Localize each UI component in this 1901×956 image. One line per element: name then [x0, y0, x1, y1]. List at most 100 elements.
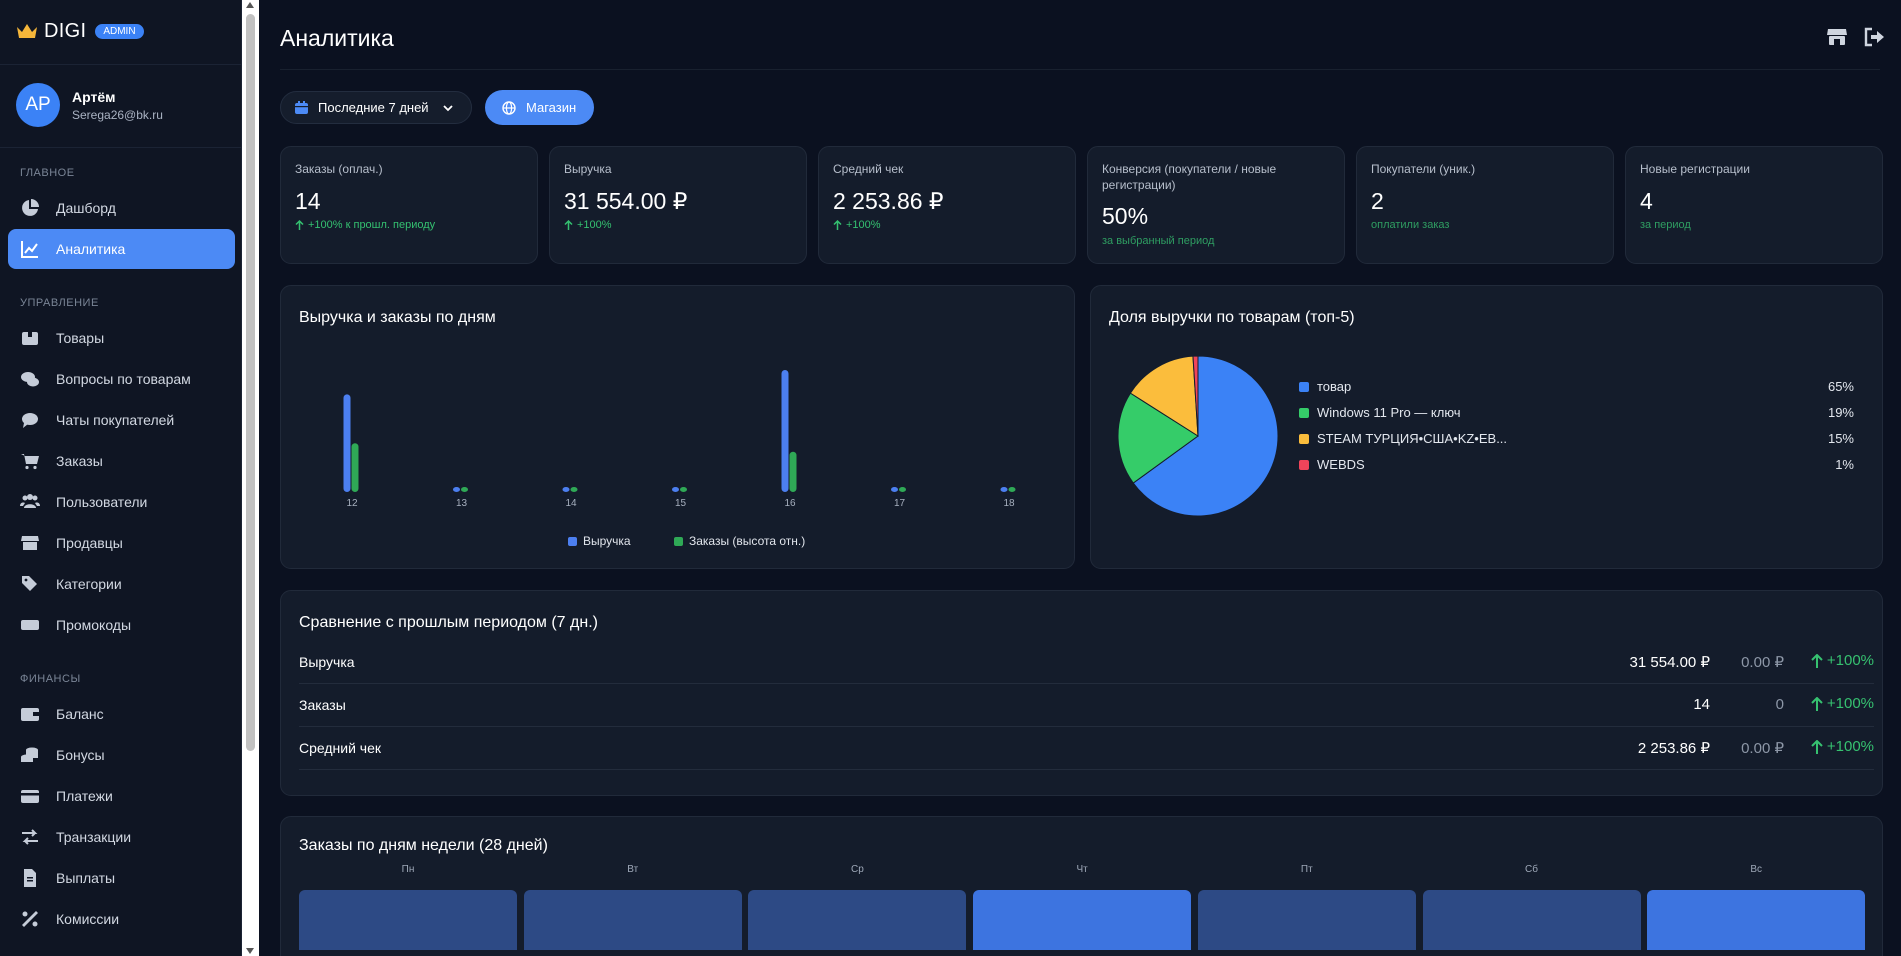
sidebar-item-customer-chats[interactable]: Чаты покупателей [8, 400, 235, 440]
bar-orders[interactable] [570, 487, 578, 492]
sidebar-item-promocodes[interactable]: Промокоды [8, 605, 235, 645]
pie-slice[interactable] [1192, 355, 1199, 437]
sidebar-item-product-questions[interactable]: Вопросы по товарам [8, 359, 235, 399]
pie-legend-item[interactable]: STEAM ТУРЦИЯ•США•KZ•ЕВ... 15% [1299, 431, 1854, 447]
admin-badge: ADMIN [95, 23, 144, 39]
kpi-value: 14 [295, 188, 321, 214]
kpi-label: Заказы (оплач.) [295, 162, 383, 176]
bar-revenue[interactable] [453, 487, 460, 492]
bar-orders[interactable] [1008, 487, 1016, 492]
sidebar-item-label: Вопросы по товарам [56, 371, 191, 387]
wallet-icon [21, 708, 39, 721]
ticket-icon [21, 620, 39, 630]
weekday-label: Вт [627, 864, 639, 875]
sidebar-item-commissions[interactable]: Комиссии [8, 899, 235, 939]
arrow-up-icon [833, 220, 842, 230]
legend-percent: 65% [1827, 379, 1854, 394]
weekday-bar[interactable] [1422, 890, 1641, 950]
bar-revenue[interactable] [1000, 487, 1008, 492]
store-icon[interactable] [1826, 26, 1848, 48]
sidebar-item-label: Товары [56, 330, 105, 346]
sidebar-item-label: Промокоды [56, 617, 132, 633]
shop-button[interactable]: Магазин [485, 90, 594, 125]
bar-revenue[interactable] [343, 394, 351, 492]
legend-revenue[interactable]: Выручка [568, 534, 631, 548]
pie-legend-item[interactable]: Windows 11 Pro — ключ 19% [1299, 405, 1854, 421]
sidebar-item-payouts[interactable]: Выплаты [8, 858, 235, 898]
sidebar-item-transactions[interactable]: Транзакции [8, 817, 235, 857]
bar-revenue[interactable] [672, 487, 679, 492]
weekday-bar[interactable] [748, 890, 967, 950]
bar-orders[interactable] [899, 487, 906, 492]
weekday-bar[interactable] [1197, 890, 1416, 950]
chart-title: Выручка и заказы по дням [299, 309, 496, 326]
sidebar-item-sellers[interactable]: Продавцы [8, 523, 235, 563]
comparison-change-text: +100% [1826, 695, 1874, 712]
sidebar-item-label: Чаты покупателей [56, 412, 175, 428]
comparison-card: Сравнение с прошлым периодом (7 дн.) Выр… [280, 590, 1883, 796]
x-tick-label: 18 [1003, 498, 1015, 509]
sidebar-scrollbar[interactable] [242, 0, 259, 956]
legend-orders[interactable]: Заказы (высота отн.) [674, 534, 805, 548]
weekday-bar[interactable] [523, 890, 742, 950]
bar-orders[interactable] [680, 487, 687, 492]
comparison-row: Заказы 14 0 +100% [299, 684, 1874, 727]
weekday-bar[interactable] [973, 890, 1192, 950]
arrow-up-icon [1811, 739, 1823, 754]
bar-orders[interactable] [789, 451, 797, 492]
comparison-change: +100% [1811, 695, 1874, 712]
bar-revenue[interactable] [891, 487, 898, 492]
header-divider [280, 69, 1880, 70]
sidebar-item-label: Платежи [56, 788, 113, 804]
sidebar-item-orders[interactable]: Заказы [8, 441, 235, 481]
weekday-label: Ср [850, 864, 864, 875]
globe-icon [502, 100, 516, 115]
pie-slice[interactable] [1132, 355, 1279, 517]
chart-title: Доля выручки по товарам (топ-5) [1109, 309, 1355, 326]
sidebar-item-balance[interactable]: Баланс [8, 694, 235, 734]
pie-slice[interactable] [1129, 355, 1199, 437]
revenue-orders-chart-card: Выручка и заказы по дням 12 13 14 15 16 17 18 … [280, 285, 1075, 569]
bar-revenue[interactable] [781, 370, 789, 492]
sidebar-item-payments[interactable]: Платежи [8, 776, 235, 816]
sidebar-item-categories[interactable]: Категории [8, 564, 235, 604]
scroll-up-arrow[interactable] [246, 2, 254, 8]
brand[interactable]: DIGI ADMIN [16, 20, 144, 42]
comparison-current: 14 [1693, 696, 1710, 713]
user-profile[interactable]: AP Артём Serega26@bk.ru [16, 83, 163, 127]
legend-swatch [1299, 434, 1309, 444]
sidebar-item-products[interactable]: Товары [8, 318, 235, 358]
scrollbar-thumb[interactable] [246, 14, 255, 751]
pie-slice[interactable] [1117, 392, 1199, 484]
kpi-card-orders: Заказы (оплач.) 14 +100% к прошл. период… [280, 146, 538, 264]
sidebar-item-users[interactable]: Пользователи [8, 482, 235, 522]
bar-orders[interactable] [461, 487, 468, 492]
sidebar-item-analytics[interactable]: Аналитика [8, 229, 235, 269]
scroll-down-arrow[interactable] [246, 948, 254, 954]
pie-legend-item[interactable]: товар 65% [1299, 379, 1854, 395]
kpi-label: Новые регистрации [1640, 162, 1750, 176]
chevron-down-icon [442, 104, 453, 111]
kpi-change: +100% [564, 219, 612, 231]
kpi-change-text: +100% [577, 219, 612, 231]
logout-icon[interactable] [1863, 26, 1885, 48]
bar-orders[interactable] [351, 443, 359, 492]
date-range-select[interactable]: Последние 7 дней [280, 91, 472, 124]
sidebar-item-dashboard[interactable]: Дашборд [8, 188, 235, 228]
user-name: Артём [72, 88, 116, 105]
calendar-icon [295, 101, 308, 114]
weekday-bar[interactable] [299, 890, 517, 950]
divider [0, 64, 242, 65]
bar-revenue[interactable] [562, 487, 570, 492]
comparison-title: Сравнение с прошлым периодом (7 дн.) [299, 614, 598, 631]
kpi-value: 2 253.86 ₽ [833, 188, 944, 214]
box-icon [22, 332, 38, 345]
sidebar-item-bonuses[interactable]: Бонусы [8, 735, 235, 775]
page-title: Аналитика [280, 25, 394, 51]
x-tick-label: 17 [893, 498, 906, 509]
weekday-bar[interactable] [1647, 890, 1866, 950]
x-tick-label: 13 [455, 498, 468, 509]
revenue-share-chart-card: Доля выручки по товарам (топ-5) товар 65%… [1090, 285, 1883, 569]
sidebar-item-label: Категории [56, 576, 122, 592]
pie-legend-item[interactable]: WEBDS 1% [1299, 457, 1854, 473]
